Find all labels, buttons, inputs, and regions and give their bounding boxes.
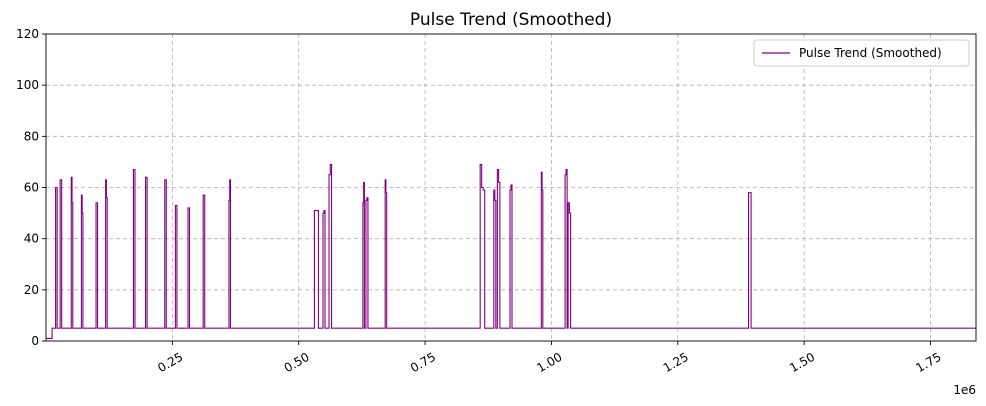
y-axis: 0 20 40 60 80 100 120 [16, 27, 46, 348]
x-tick-label: 1.00 [534, 350, 564, 375]
chart-title: Pulse Trend (Smoothed) [410, 10, 612, 30]
x-axis: 0.25 0.50 0.75 1.00 1.25 1.50 1.75 [155, 341, 944, 375]
x-tick-label: 1.75 [913, 350, 943, 375]
series-line-0 [46, 163, 976, 339]
y-tick-label: 60 [24, 181, 39, 195]
legend-box [753, 39, 970, 67]
y-tick-label: 120 [16, 27, 39, 41]
y-tick-label: 40 [24, 232, 39, 246]
series-layer [46, 163, 976, 339]
y-tick-label: 80 [24, 129, 39, 143]
x-axis-offset-label: 1e6 [953, 383, 976, 397]
legend: Pulse Trend (Smoothed) [753, 39, 970, 67]
x-tick-label: 0.50 [282, 350, 312, 375]
x-tick-label: 1.50 [787, 350, 817, 375]
y-tick-label: 100 [16, 78, 39, 92]
y-tick-label: 20 [24, 283, 39, 297]
legend-entry-label: Pulse Trend (Smoothed) [799, 46, 942, 60]
x-tick-label: 0.75 [408, 350, 438, 375]
y-tick-label: 0 [31, 334, 39, 348]
x-tick-label: 0.25 [155, 350, 185, 375]
x-tick-label: 1.25 [661, 350, 691, 375]
